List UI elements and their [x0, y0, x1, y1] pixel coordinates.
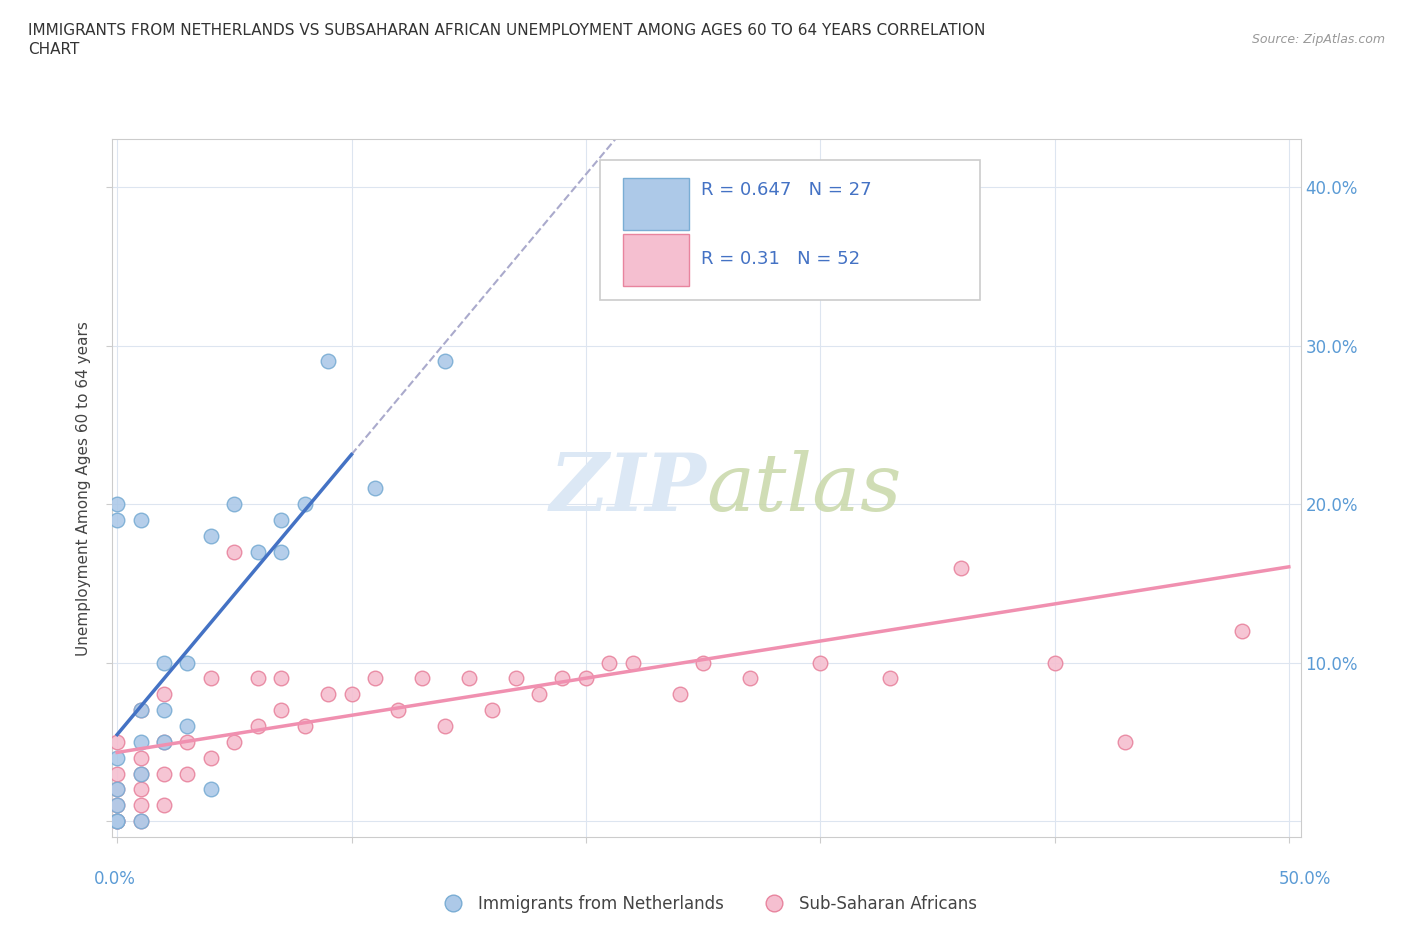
Point — [129, 703, 152, 718]
Point — [879, 671, 901, 686]
Point — [224, 497, 246, 512]
Point — [949, 560, 972, 575]
Point — [200, 751, 222, 765]
Point — [129, 766, 152, 781]
Point — [457, 671, 479, 686]
Point — [105, 497, 128, 512]
Point — [246, 671, 269, 686]
Point — [738, 671, 761, 686]
Point — [364, 671, 387, 686]
Point — [153, 703, 176, 718]
Point — [176, 735, 198, 750]
Point — [129, 814, 152, 829]
Point — [246, 544, 269, 559]
Point — [434, 719, 457, 734]
FancyBboxPatch shape — [623, 233, 689, 286]
Point — [575, 671, 598, 686]
Point — [129, 782, 152, 797]
Point — [105, 512, 128, 527]
Point — [434, 354, 457, 369]
Y-axis label: Unemployment Among Ages 60 to 64 years: Unemployment Among Ages 60 to 64 years — [76, 321, 91, 656]
Point — [505, 671, 527, 686]
Point — [105, 798, 128, 813]
Point — [129, 703, 152, 718]
Point — [200, 671, 222, 686]
Point — [224, 544, 246, 559]
Point — [105, 782, 128, 797]
Point — [692, 655, 714, 670]
Point — [1043, 655, 1066, 670]
Point — [270, 671, 292, 686]
Point — [387, 703, 409, 718]
Point — [105, 814, 128, 829]
Point — [153, 687, 176, 702]
Point — [129, 798, 152, 813]
Point — [153, 655, 176, 670]
Point — [481, 703, 503, 718]
Point — [153, 735, 176, 750]
FancyBboxPatch shape — [599, 161, 980, 300]
Point — [598, 655, 620, 670]
Point — [316, 687, 339, 702]
Text: CHART: CHART — [28, 42, 80, 57]
Point — [246, 719, 269, 734]
Point — [176, 766, 198, 781]
Point — [668, 687, 690, 702]
Point — [153, 735, 176, 750]
Point — [364, 481, 387, 496]
Point — [762, 259, 785, 273]
Text: Source: ZipAtlas.com: Source: ZipAtlas.com — [1251, 33, 1385, 46]
Point — [270, 703, 292, 718]
Point — [224, 735, 246, 750]
Point — [294, 719, 316, 734]
Point — [176, 655, 198, 670]
Text: ZIP: ZIP — [550, 449, 707, 527]
Point — [153, 766, 176, 781]
Point — [129, 751, 152, 765]
Point — [153, 798, 176, 813]
Text: R = 0.647   N = 27: R = 0.647 N = 27 — [700, 180, 872, 199]
Text: 50.0%: 50.0% — [1278, 870, 1331, 887]
Point — [1230, 623, 1253, 638]
Point — [270, 544, 292, 559]
Point — [129, 766, 152, 781]
Point — [176, 719, 198, 734]
Legend: Immigrants from Netherlands, Sub-Saharan Africans: Immigrants from Netherlands, Sub-Saharan… — [430, 888, 983, 920]
Point — [105, 766, 128, 781]
Point — [105, 751, 128, 765]
Point — [105, 782, 128, 797]
Point — [129, 814, 152, 829]
Point — [316, 354, 339, 369]
Point — [200, 528, 222, 543]
Point — [551, 671, 574, 686]
Point — [105, 814, 128, 829]
Point — [270, 512, 292, 527]
Point — [105, 814, 128, 829]
Point — [105, 735, 128, 750]
Point — [105, 798, 128, 813]
Point — [129, 735, 152, 750]
Text: atlas: atlas — [707, 449, 901, 527]
Point — [411, 671, 433, 686]
Point — [340, 687, 363, 702]
Text: IMMIGRANTS FROM NETHERLANDS VS SUBSAHARAN AFRICAN UNEMPLOYMENT AMONG AGES 60 TO : IMMIGRANTS FROM NETHERLANDS VS SUBSAHARA… — [28, 23, 986, 38]
Point — [105, 814, 128, 829]
Point — [129, 512, 152, 527]
Point — [808, 655, 831, 670]
Point — [527, 687, 550, 702]
Point — [1114, 735, 1136, 750]
Point — [294, 497, 316, 512]
Text: 0.0%: 0.0% — [94, 870, 136, 887]
FancyBboxPatch shape — [623, 178, 689, 231]
Point — [621, 655, 644, 670]
Text: R = 0.31   N = 52: R = 0.31 N = 52 — [700, 250, 859, 269]
Point — [200, 782, 222, 797]
